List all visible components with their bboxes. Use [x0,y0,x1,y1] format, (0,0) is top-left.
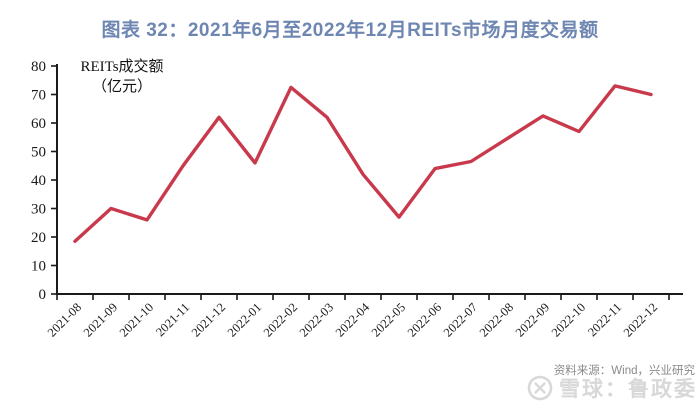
y-axis-label: 70 [31,88,46,104]
x-axis-label: 2022-06 [405,300,444,339]
x-axis-label: 2021-12 [189,300,228,339]
x-axis-label: 2022-08 [477,300,516,339]
x-axis-label: 2021-11 [153,300,192,339]
x-axis-label: 2022-04 [333,300,373,340]
chart-title: 图表 32：2021年6月至2022年12月REITs市场月度交易额 [101,20,599,41]
x-axis-label: 2022-10 [549,300,588,339]
x-axis-label: 2021-10 [117,300,156,339]
y-axis-label: 60 [31,116,46,132]
watermark: 雪球：鲁政委 [526,373,697,403]
legend-series-name: REITs成交额 [80,59,164,75]
x-axis-label: 2021-08 [45,300,84,339]
snowball-logo-icon [527,375,553,401]
y-axis-label: 30 [31,202,46,218]
x-axis-label: 2022-07 [441,300,480,339]
watermark-text: 雪球：鲁政委 [559,378,697,401]
y-axis-label: 50 [31,145,46,161]
y-axis-label: 80 [31,59,46,75]
x-axis-label: 2022-02 [261,300,300,339]
y-axis-label: 40 [31,173,46,189]
x-axis-label: 2022-09 [513,300,552,339]
line-chart: 010203040506070802021-082021-092021-1020… [31,59,683,340]
y-axis-label: 0 [39,287,47,303]
series-line [73,84,653,244]
source-note: 资料来源：Wind，兴业研究 [553,365,695,377]
x-axis-label: 2022-12 [621,300,660,339]
x-axis-label: 2022-01 [225,300,264,339]
x-axis-label: 2021-09 [81,300,120,339]
legend-unit: （亿元） [91,79,152,95]
y-axis-label: 10 [31,259,46,275]
y-axis-label: 20 [31,230,46,246]
x-axis-label: 2022-11 [585,300,624,339]
x-axis-label: 2022-03 [297,300,336,339]
x-axis-label: 2022-05 [369,300,408,339]
series-legend: REITs成交额 （亿元） [70,57,174,97]
